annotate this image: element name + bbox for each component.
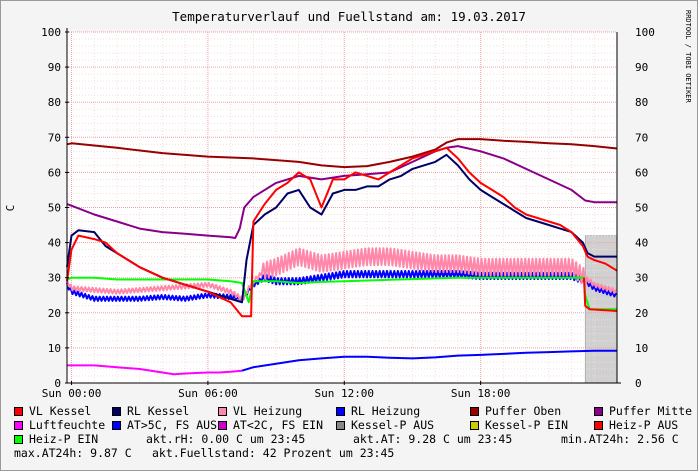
y-tick-label: 10: [48, 342, 61, 355]
legend-item: Kessel-P AUS: [336, 418, 434, 432]
y-axis-label: C: [4, 205, 17, 212]
stat-max-at24h: max.AT24h: 9.87 C: [14, 446, 132, 460]
legend-item: Puffer Oben: [470, 404, 561, 418]
series-vl-kessel: [66, 146, 618, 318]
y-tick-label-right: 30: [635, 272, 648, 285]
y-tick-label: 80: [48, 96, 61, 109]
series-luftfeuchte: [67, 364, 243, 376]
y-tick-label-right: 10: [635, 342, 648, 355]
y-tick-label-right: 80: [635, 96, 648, 109]
series-layer: [66, 138, 618, 376]
legend-item: RL Kessel: [112, 404, 189, 418]
stat-akt-rh: akt.rH: 0.00 C um 23:45: [146, 432, 306, 446]
y-tick-label-right: 20: [635, 307, 648, 320]
legend-item: Heiz-P AUS: [594, 418, 678, 432]
series-heiz-p-ein: [66, 276, 617, 311]
y-tick-labels-left: 0 10 20 30 40 50 60 70 80 90 100: [41, 26, 61, 390]
legend-label: Luftfeuchte: [29, 418, 106, 432]
y-tick-label: 40: [48, 237, 61, 250]
legend-swatch: [470, 420, 479, 430]
y-tick-label: 70: [48, 131, 61, 144]
stat-min-at24h: min.AT24h: 2.56 C: [561, 432, 679, 446]
legend-item: AT<2C, FS EIN: [218, 418, 323, 432]
y-tick-label: 100: [41, 26, 61, 39]
y-tick-label: 60: [48, 166, 61, 179]
legend-label: Puffer Mitte: [609, 404, 693, 418]
y-tick-label: 90: [48, 61, 61, 74]
legend-label: Puffer Oben: [485, 404, 562, 418]
legend-item: VL Heizung: [218, 404, 302, 418]
legend-swatch: [14, 420, 23, 430]
legend-item-heiz-p-ein: Heiz-P EIN: [14, 432, 98, 446]
legend-swatch: [594, 406, 603, 416]
legend-item: AT>5C, FS AUS: [112, 418, 217, 432]
y-tick-label-right: 90: [635, 61, 648, 74]
legend-swatch: [594, 420, 603, 430]
legend-swatch: [14, 434, 23, 444]
legend-item: Kessel-P EIN: [470, 418, 568, 432]
y-tick-label-right: 40: [635, 237, 648, 250]
stat-akt-fuellstand: akt.Fuellstand: 42 Prozent um 23:45: [152, 446, 395, 460]
legend-swatch: [218, 420, 227, 430]
axes: [65, 28, 621, 385]
legend-item: VL Kessel: [14, 404, 91, 418]
temperature-chart: Temperaturverlauf und Fuellstand am: 19.…: [4, 9, 692, 400]
legend-swatch: [336, 406, 345, 416]
y-tick-label: 0: [54, 377, 61, 390]
legend-swatch: [218, 406, 227, 416]
legend-row-1: VL Kessel RL Kessel VL Heizung RL Heizung Pu…: [14, 404, 694, 418]
x-tick-label: Sun 00:00: [42, 387, 102, 400]
series-heiz-p-aus: [583, 277, 618, 312]
y-tick-label-right: 50: [635, 202, 648, 215]
legend-item: Luftfeuchte: [14, 418, 105, 432]
y-tick-label-right: 70: [635, 131, 648, 144]
stat-akt-at: akt.AT: 9.28 C um 23:45: [353, 432, 513, 446]
series-vl-heizung: [66, 247, 617, 301]
legend-swatch: [112, 406, 121, 416]
y-tick-label-right: 0: [635, 377, 642, 390]
legend-row-4: max.AT24h: 9.87 C akt.Fuellstand: 42 Pro…: [14, 446, 694, 460]
y-tick-label: 50: [48, 202, 61, 215]
legend-label: VL Heizung: [233, 404, 303, 418]
series-puffer-oben: [66, 138, 618, 169]
legend-item: Puffer Mitte: [594, 404, 692, 418]
legend-swatch: [14, 406, 23, 416]
chart-title: Temperaturverlauf und Fuellstand am: 19.…: [172, 9, 526, 24]
legend-row-2: Luftfeuchte AT>5C, FS AUS AT<2C, FS EIN Kes…: [14, 418, 694, 432]
legend-label: AT>5C, FS AUS: [127, 418, 218, 432]
y-tick-label: 30: [48, 272, 61, 285]
x-tick-label: Sun 06:00: [178, 387, 238, 400]
series-at-2c-fs-ein: [241, 349, 617, 372]
series-rl-heizung: [66, 270, 617, 302]
legend-row-3: Heiz-P EIN akt.rH: 0.00 C um 23:45 akt.A…: [14, 432, 694, 446]
x-tick-label: Sun 12:00: [314, 387, 374, 400]
x-tick-label: Sun 18:00: [451, 387, 511, 400]
y-tick-label-right: 60: [635, 166, 648, 179]
y-tick-label-right: 100: [635, 26, 655, 39]
legend-label: RL Heizung: [351, 404, 421, 418]
y-tick-label: 20: [48, 307, 61, 320]
legend-label: AT<2C, FS EIN: [233, 418, 324, 432]
legend-label: Heiz-P EIN: [29, 432, 99, 446]
legend-swatch: [112, 420, 121, 430]
legend-label: RL Kessel: [127, 404, 190, 418]
legend-label: Kessel-P AUS: [351, 418, 435, 432]
legend-label: Heiz-P AUS: [609, 418, 679, 432]
legend: VL Kessel RL Kessel VL Heizung RL Heizung Pu…: [14, 404, 694, 460]
legend-label: VL Kessel: [29, 404, 92, 418]
series-puffer-mitte: [66, 145, 617, 239]
y-tick-labels-right: 0 10 20 30 40 50 60 70 80 90 100: [635, 26, 655, 390]
rrdtool-watermark: RRDTOOL / TOBI OETIKER: [684, 10, 692, 104]
legend-swatch: [470, 406, 479, 416]
legend-item: RL Heizung: [336, 404, 420, 418]
legend-label: Kessel-P EIN: [485, 418, 569, 432]
legend-swatch: [336, 420, 345, 430]
x-tick-labels: Sun 00:00 Sun 06:00 Sun 12:00 Sun 18:00: [42, 387, 511, 400]
